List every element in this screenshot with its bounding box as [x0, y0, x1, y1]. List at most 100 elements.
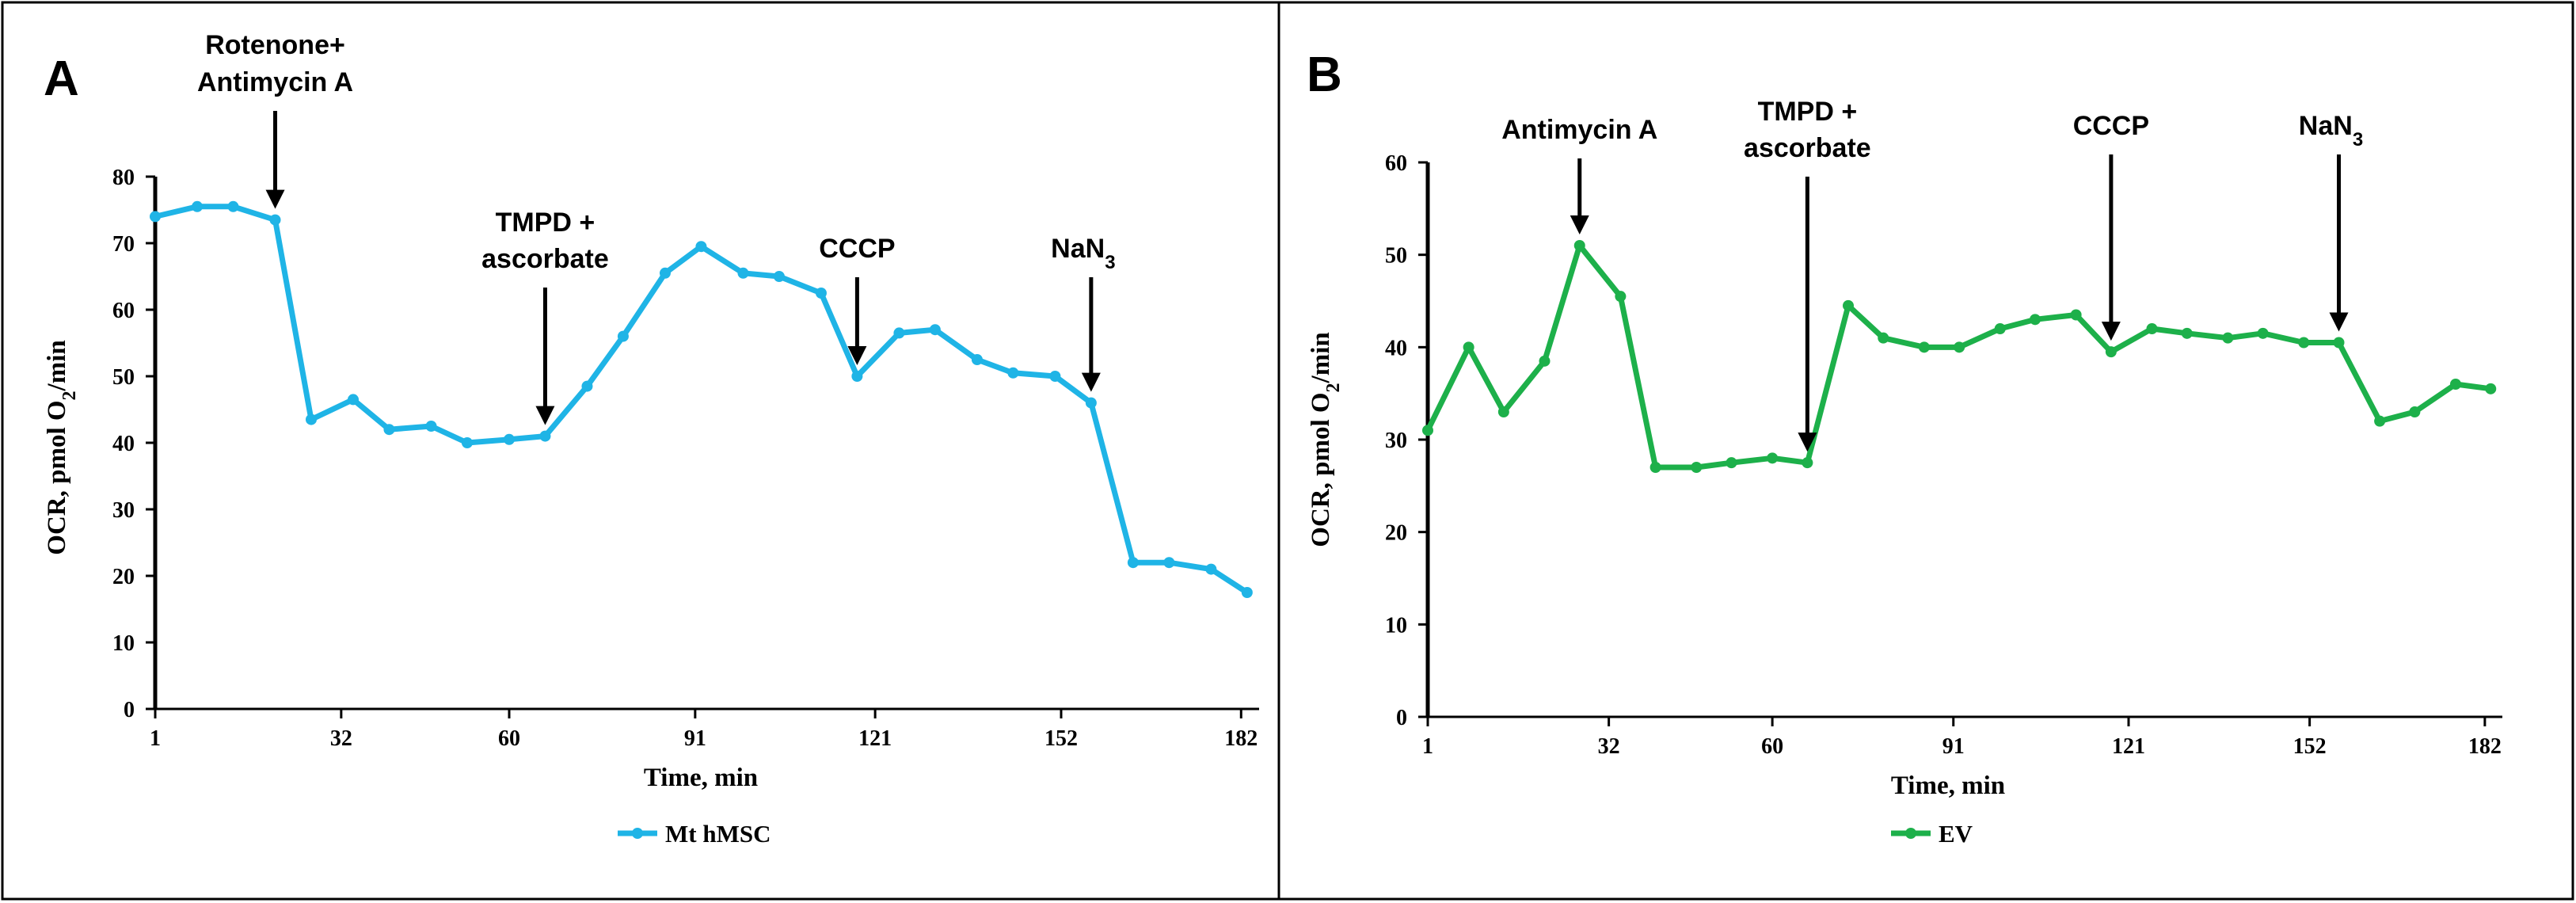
x-tick-label-b: 1	[1422, 734, 1433, 759]
y-tick-label-a: 20	[112, 565, 135, 589]
data-point-a	[348, 394, 360, 406]
data-point-a	[1241, 587, 1253, 598]
data-point-a	[1049, 371, 1061, 382]
data-point-a	[1205, 563, 1217, 575]
data-point-b	[2105, 346, 2117, 358]
data-point-a	[929, 324, 941, 336]
y-tick-label-a: 50	[112, 365, 135, 390]
annotation-b-0: Antimycin A	[1501, 115, 1657, 234]
annotation-a-3: NaN3	[1051, 234, 1116, 392]
data-point-b	[1539, 355, 1551, 367]
data-point-a	[1163, 557, 1175, 569]
data-point-a	[539, 430, 551, 442]
x-tick-label-a: 121	[858, 726, 892, 751]
data-point-b	[2070, 309, 2082, 321]
annotation-a-0: Rotenone+ Antimycin A	[197, 30, 353, 209]
x-tick-label-b: 152	[2293, 734, 2327, 759]
x-tick-label-a: 152	[1044, 726, 1078, 751]
data-point-b	[1954, 341, 1965, 353]
x-tick-label-b: 60	[1761, 734, 1783, 759]
x-tick-label-b: 91	[1942, 734, 1965, 759]
y-tick-label-a: 40	[112, 432, 135, 456]
data-point-a	[815, 288, 827, 299]
legend-a-label: Mt hMSC	[665, 820, 771, 848]
annotation-label: TMPD +	[1758, 97, 1858, 127]
data-point-b	[2333, 337, 2345, 349]
data-point-b	[2030, 314, 2041, 326]
y-axis-title-b: OCR, pmol O2/min	[1307, 332, 1344, 547]
data-point-b	[2298, 337, 2310, 349]
data-point-b	[2485, 383, 2497, 394]
data-point-a	[227, 200, 239, 212]
data-point-b	[1649, 462, 1661, 473]
series-line-a	[154, 204, 1249, 595]
panel-label-b: B	[1307, 48, 1342, 102]
data-point-b	[1497, 406, 1509, 417]
data-point-a	[503, 433, 515, 445]
data-point-b	[2374, 415, 2386, 427]
annotation-arrow-head	[1798, 432, 1817, 452]
annotation-label: CCCP	[819, 234, 895, 264]
annotation-label: Antimycin A	[197, 67, 353, 97]
data-point-b	[1878, 332, 1889, 344]
data-point-b	[2222, 332, 2234, 344]
data-point-b	[1767, 452, 1779, 464]
annotation-b-1: TMPD + ascorbate	[1744, 97, 1871, 452]
data-point-a	[461, 437, 473, 448]
x-tick-label-a: 91	[684, 726, 706, 751]
y-axis-title-b-main: OCR, pmol O	[1307, 392, 1335, 547]
ticks-b: 0 10 20 30 40 50 60 1 32 60 91 121 152 182	[1385, 151, 2502, 759]
annotation-label: Antimycin A	[1501, 115, 1657, 145]
y-tick-label-b: 60	[1385, 151, 1407, 176]
data-point-a	[1085, 397, 1097, 409]
x-axis-title-a: Time, min	[644, 764, 758, 792]
x-tick-label-a: 32	[330, 726, 352, 751]
data-point-b	[1994, 323, 2006, 334]
data-point-b	[2146, 323, 2158, 334]
data-point-a	[971, 354, 983, 365]
data-point-b	[1802, 457, 1813, 469]
y-tick-label-a: 30	[112, 498, 135, 523]
y-axis-title-a-main: OCR, pmol O	[43, 400, 71, 554]
y-tick-label-a: 60	[112, 299, 135, 323]
annotation-b-2: CCCP	[2073, 111, 2149, 341]
legend-b: EV	[1891, 820, 1973, 848]
y-tick-label-b: 10	[1385, 613, 1407, 638]
annotation-arrow-head	[535, 406, 555, 425]
data-point-b	[1843, 299, 1854, 311]
y-tick-label-b: 0	[1396, 706, 1407, 730]
annotation-arrow-head	[1570, 215, 1589, 234]
annotation-arrow-head	[2329, 312, 2349, 332]
panel-a-frame	[1, 1, 1280, 901]
data-point-b	[1422, 425, 1433, 436]
y-axis-title-a-end: /min	[43, 340, 71, 391]
annotation-arrow-head	[847, 346, 867, 365]
chart-panel-a: A 0 10 20 30 40 50 60 70 80 1 32 60 91 121 152 182 Rote…	[43, 30, 1259, 848]
annotation-label: Rotenone+	[205, 30, 345, 60]
annotation-a-2: CCCP	[819, 234, 896, 365]
annotation-label: ascorbate	[1744, 133, 1871, 163]
x-tick-label-b: 32	[1598, 734, 1620, 759]
data-point-a	[425, 421, 437, 432]
annotation-label: NaN3	[1051, 234, 1115, 273]
x-tick-label-b: 121	[2112, 734, 2145, 759]
data-point-a	[383, 424, 395, 436]
y-tick-label-b: 20	[1385, 521, 1407, 546]
data-point-b	[2181, 327, 2193, 339]
y-tick-label-a: 0	[124, 698, 135, 722]
annotation-label: NaN3	[2299, 111, 2363, 150]
y-tick-label-b: 50	[1385, 244, 1407, 269]
data-point-a	[695, 241, 707, 253]
data-point-b	[1615, 291, 1627, 303]
annotation-arrow-head	[1081, 372, 1101, 392]
data-point-a	[581, 380, 593, 392]
y-axis-title-a-sub: 2	[59, 391, 80, 400]
data-point-b	[1726, 457, 1737, 469]
legend-b-label: EV	[1939, 820, 1973, 848]
y-tick-label-a: 80	[112, 166, 135, 190]
series-b	[1422, 240, 2497, 473]
data-point-b	[2409, 406, 2421, 417]
data-point-a	[851, 371, 863, 382]
x-axis-title-b: Time, min	[1891, 772, 2005, 800]
annotations-a: Rotenone+ Antimycin A TMPD + ascorbate CCCP N…	[197, 30, 1116, 425]
